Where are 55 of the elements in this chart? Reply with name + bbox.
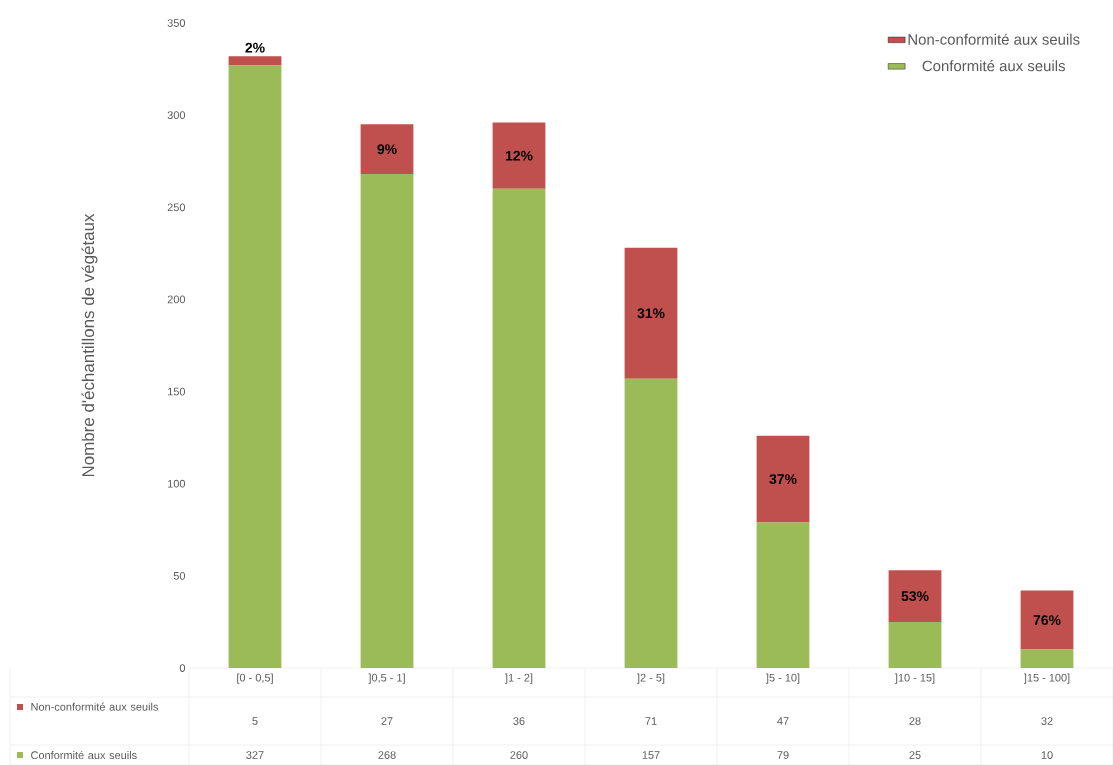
data-label: 79 bbox=[777, 751, 789, 759]
data-label: 47 bbox=[777, 717, 789, 725]
text: Non-conformité aux seuils bbox=[31, 702, 159, 711]
bar bbox=[228, 56, 282, 66]
bar bbox=[888, 570, 942, 622]
data-label: 268 bbox=[378, 751, 396, 759]
legend-label: Non-conformité aux seuils bbox=[908, 33, 1080, 45]
y-tick-label: 150 bbox=[168, 387, 186, 396]
data-label: 327 bbox=[246, 751, 264, 759]
bar bbox=[228, 65, 282, 668]
x-tick-label: ]15 - 100] bbox=[1023, 673, 1070, 684]
x-tick-label: ]0,5 - 1] bbox=[368, 673, 405, 684]
data-label: 32 bbox=[1041, 717, 1053, 725]
annotation: 2% bbox=[245, 42, 265, 53]
annotation: 37% bbox=[769, 474, 797, 485]
bar bbox=[888, 621, 942, 668]
annotation: 9% bbox=[377, 144, 397, 155]
bar bbox=[624, 378, 678, 668]
y-tick-label: 350 bbox=[167, 19, 186, 27]
x-tick-label: ]1 - 2] bbox=[505, 673, 533, 684]
y-tick-label: 300 bbox=[167, 111, 186, 120]
y-tick-label: 50 bbox=[173, 571, 186, 580]
data-label: 5 bbox=[252, 717, 258, 725]
bar bbox=[360, 124, 414, 175]
y-tick-label: 250 bbox=[167, 203, 186, 212]
data-label: 28 bbox=[909, 717, 921, 725]
bar bbox=[492, 122, 546, 189]
text: Conformité aux seuils bbox=[31, 750, 137, 760]
bar bbox=[756, 435, 810, 523]
bar bbox=[1020, 590, 1074, 650]
x-tick-label: ]5 - 10] bbox=[766, 673, 800, 684]
annotation: 31% bbox=[637, 308, 665, 319]
y-axis-title: Nombre d'échantillons de végétaux bbox=[81, 213, 98, 477]
x-tick-label: [0 - 0,5] bbox=[237, 673, 273, 684]
y-tick-label: 200 bbox=[167, 295, 186, 304]
legend-label: Conformité aux seuils bbox=[922, 60, 1065, 72]
data-label: 157 bbox=[642, 751, 660, 759]
data-label: 36 bbox=[513, 717, 525, 725]
bar bbox=[360, 174, 414, 668]
annotation: 53% bbox=[901, 591, 929, 602]
x-tick-label: ]2 - 5] bbox=[637, 673, 665, 684]
bar bbox=[1020, 649, 1074, 668]
bar bbox=[756, 522, 810, 668]
annotation: 76% bbox=[1033, 615, 1061, 626]
bar bbox=[624, 247, 678, 379]
data-label: 260 bbox=[510, 751, 528, 759]
y-tick-label: 100 bbox=[168, 479, 186, 488]
data-label: 25 bbox=[909, 751, 921, 759]
annotation: 12% bbox=[505, 150, 533, 161]
x-tick-label: ]10 - 15] bbox=[894, 673, 935, 684]
y-tick-label: 0 bbox=[179, 664, 186, 672]
data-label: 71 bbox=[645, 717, 657, 725]
data-label: 27 bbox=[381, 717, 393, 725]
data-label: 10 bbox=[1041, 751, 1053, 759]
bar bbox=[492, 188, 546, 668]
